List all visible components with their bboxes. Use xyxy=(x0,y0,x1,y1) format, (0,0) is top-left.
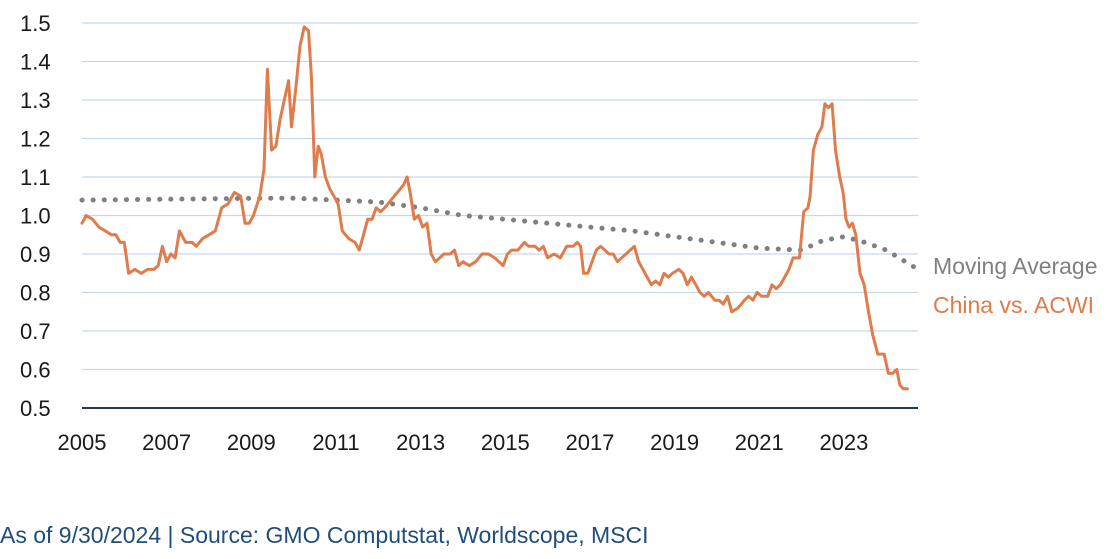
grid-lines xyxy=(82,22,918,371)
y-tick-label: 0.9 xyxy=(20,242,51,267)
y-tick-label: 1.4 xyxy=(20,50,51,75)
x-tick-label: 2021 xyxy=(735,430,784,455)
x-tick-label: 2007 xyxy=(142,430,191,455)
x-axis-tick-labels: 2005 2007 2009 2011 2013 2015 2017 2019 2021 2023 xyxy=(58,430,869,455)
y-tick-label: 1.0 xyxy=(20,204,51,229)
legend: Moving Average China vs. ACWI xyxy=(933,253,1098,318)
y-tick-label: 0.7 xyxy=(20,319,51,344)
plot-series xyxy=(79,25,921,391)
y-tick-label: 1.2 xyxy=(20,127,51,152)
y-tick-label: 0.5 xyxy=(20,396,51,421)
x-tick-label: 2011 xyxy=(312,430,359,455)
x-tick-label: 2017 xyxy=(565,430,614,455)
legend-moving-average: Moving Average xyxy=(933,253,1098,279)
y-tick-label: 1.1 xyxy=(20,165,51,190)
x-tick-label: 2013 xyxy=(396,430,445,455)
legend-china-vs-acwi: China vs. ACWI xyxy=(933,292,1094,318)
x-tick-label: 2015 xyxy=(481,430,530,455)
y-tick-label: 0.8 xyxy=(20,281,51,306)
x-tick-label: 2005 xyxy=(58,430,107,455)
moving-average-line xyxy=(79,195,921,272)
x-tick-label: 2023 xyxy=(819,430,868,455)
y-tick-label: 0.6 xyxy=(20,358,51,383)
x-tick-label: 2019 xyxy=(650,430,699,455)
y-tick-label: 1.5 xyxy=(20,11,51,36)
x-tick-label: 2009 xyxy=(227,430,276,455)
y-tick-label: 1.3 xyxy=(20,88,51,113)
china-vs-acwi-line xyxy=(80,25,909,391)
source-footnote: As of 9/30/2024 | Source: GMO Computstat… xyxy=(0,522,649,548)
y-axis-tick-labels: 0.5 0.6 0.7 0.8 0.9 1.0 1.1 1.2 1.3 1.4 1.5 xyxy=(20,11,51,421)
